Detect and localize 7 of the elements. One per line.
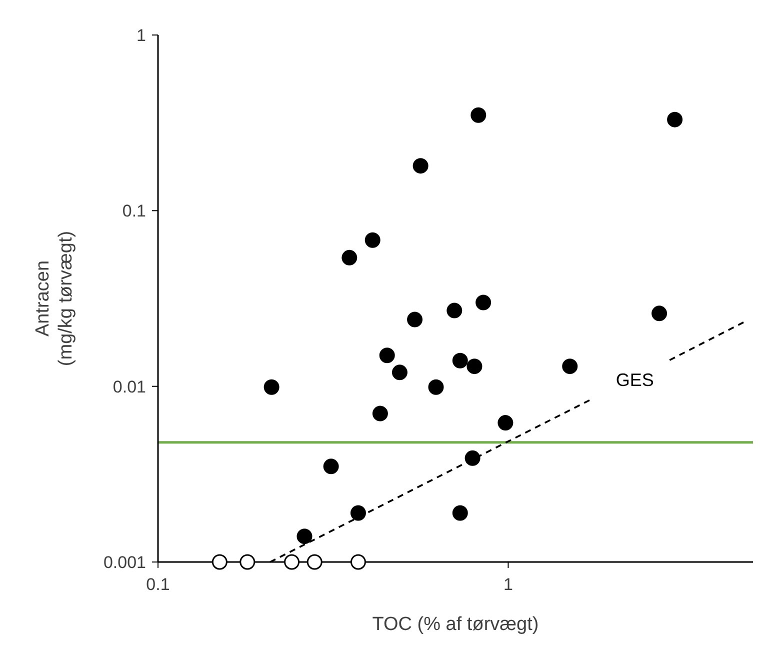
y-axis-title: Antracen (mg/kg tørvægt) xyxy=(32,230,76,366)
y-tick-label: 0.1 xyxy=(122,202,146,221)
y-tick-label: 0.001 xyxy=(103,552,146,572)
y-tick-label: 1 xyxy=(136,26,146,45)
x-axis-title: TOC (% af tørvægt) xyxy=(372,614,539,635)
y-tick-label: 0.01 xyxy=(112,377,146,396)
annotation: GES xyxy=(616,370,654,390)
